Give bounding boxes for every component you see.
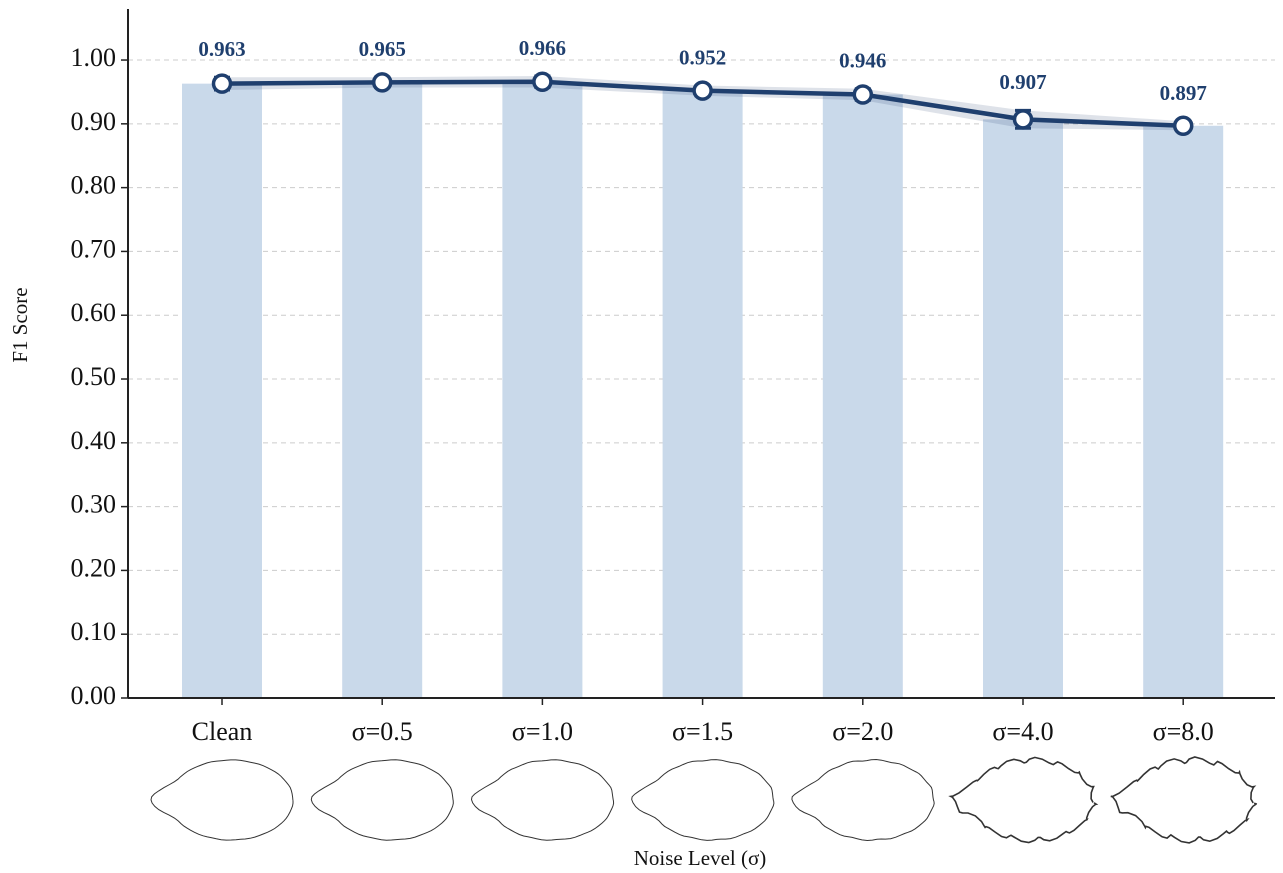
chart: Noise Level (σ) F1 Score 0.00 0.10 0.20 0.3… xyxy=(0,0,1283,873)
y-tick-label: 1.00 xyxy=(71,43,117,72)
point xyxy=(694,82,711,99)
point xyxy=(214,75,231,92)
value-label: 0.965 xyxy=(359,37,406,61)
x-tick-label: σ=0.5 xyxy=(352,717,413,746)
y-tick-label: 0.60 xyxy=(71,298,117,327)
x-axis-title: Noise Level (σ) xyxy=(634,846,767,870)
point xyxy=(854,86,871,103)
value-label: 0.966 xyxy=(519,36,566,60)
y-tick-label: 0.30 xyxy=(71,490,117,519)
leaf-outline xyxy=(632,760,774,841)
x-tick-label: σ=1.5 xyxy=(672,717,733,746)
leaf-outline xyxy=(472,760,614,841)
bar xyxy=(983,119,1063,698)
x-tick-label: σ=8.0 xyxy=(1153,717,1214,746)
point xyxy=(374,74,391,91)
y-tick-label: 0.70 xyxy=(71,234,117,263)
x-tick-label: σ=2.0 xyxy=(832,717,893,746)
bar xyxy=(182,84,262,698)
value-label: 0.907 xyxy=(999,70,1046,94)
bar xyxy=(342,82,422,698)
point xyxy=(1175,117,1192,134)
value-label: 0.946 xyxy=(839,49,886,73)
leaf-outline xyxy=(1111,757,1257,843)
y-tick-label: 0.20 xyxy=(71,553,117,582)
y-tick-label: 0.80 xyxy=(71,171,117,200)
y-tick-label: 0.90 xyxy=(71,107,117,136)
y-axis-title: F1 Score xyxy=(8,287,32,362)
x-tick-label: σ=1.0 xyxy=(512,717,573,746)
bar xyxy=(663,91,743,698)
y-tick-label: 0.00 xyxy=(71,681,117,710)
value-label: 0.963 xyxy=(198,37,245,61)
leaf-outline xyxy=(311,760,453,840)
value-label: 0.897 xyxy=(1160,81,1207,105)
y-tick-label: 0.10 xyxy=(71,617,117,646)
bar xyxy=(823,94,903,698)
point xyxy=(534,73,551,90)
bar xyxy=(502,82,582,698)
value-label: 0.952 xyxy=(679,45,726,69)
y-tick-label: 0.50 xyxy=(71,362,117,391)
leaf-outline xyxy=(792,760,934,841)
leaf-outline xyxy=(951,757,1096,842)
bar xyxy=(1143,126,1223,698)
x-tick-label: σ=4.0 xyxy=(992,717,1053,746)
point xyxy=(1015,111,1032,128)
x-tick-label: Clean xyxy=(192,717,253,746)
y-tick-label: 0.40 xyxy=(71,426,117,455)
leaf-outline xyxy=(151,760,293,840)
